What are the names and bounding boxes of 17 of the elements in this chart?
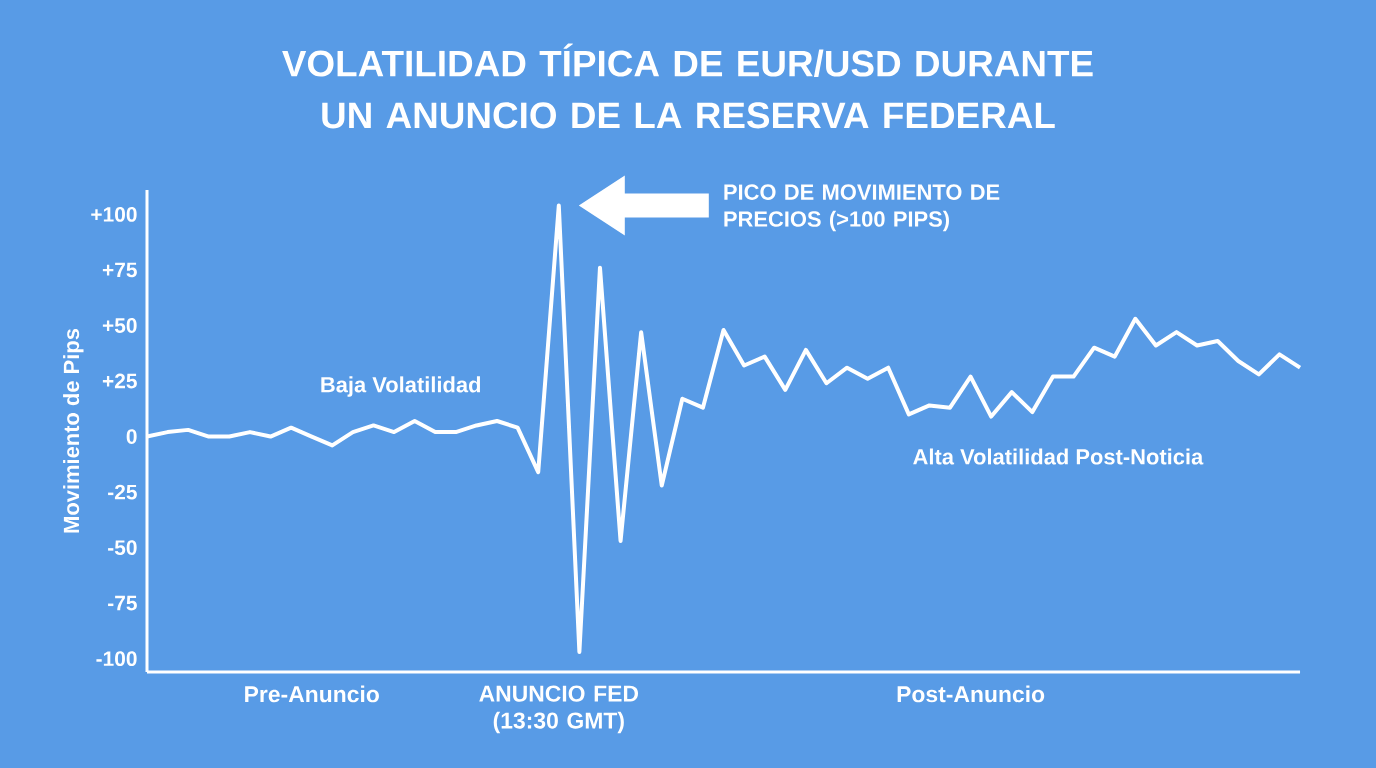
y-tick-label: 0: [126, 429, 137, 444]
annotation: Alta Volatilidad Post-Noticia: [913, 448, 1204, 465]
x-tick-label: ANUNCIO FED (13:30 GMT): [479, 685, 639, 734]
y-tick-label: +100: [91, 207, 137, 222]
y-tick-label: -50: [108, 540, 137, 556]
y-tick-label: +25: [102, 373, 137, 389]
y-axis-title: Movimiento de Pips: [63, 328, 84, 533]
y-tick-label: -75: [108, 595, 137, 611]
y-tick-label: +75: [102, 262, 137, 278]
y-tick-label: -100: [96, 651, 137, 667]
x-tick-label: Pre-Anuncio: [245, 685, 379, 703]
y-tick-label: +50: [102, 318, 137, 333]
y-tick-label: -25: [108, 484, 137, 500]
annotation: PICO DE MOVIMIENTO DE PRECIOS (>100 PIPS): [724, 184, 1000, 232]
x-tick-label: Post-Anuncio: [897, 685, 1045, 703]
annotation: Baja Volatilidad: [321, 376, 481, 397]
chart-title: VOLATILIDAD TÍPICA DE EUR/USD DURANTE UN ANUNCIO DE LA RESERVA FEDERAL: [282, 43, 1093, 129]
